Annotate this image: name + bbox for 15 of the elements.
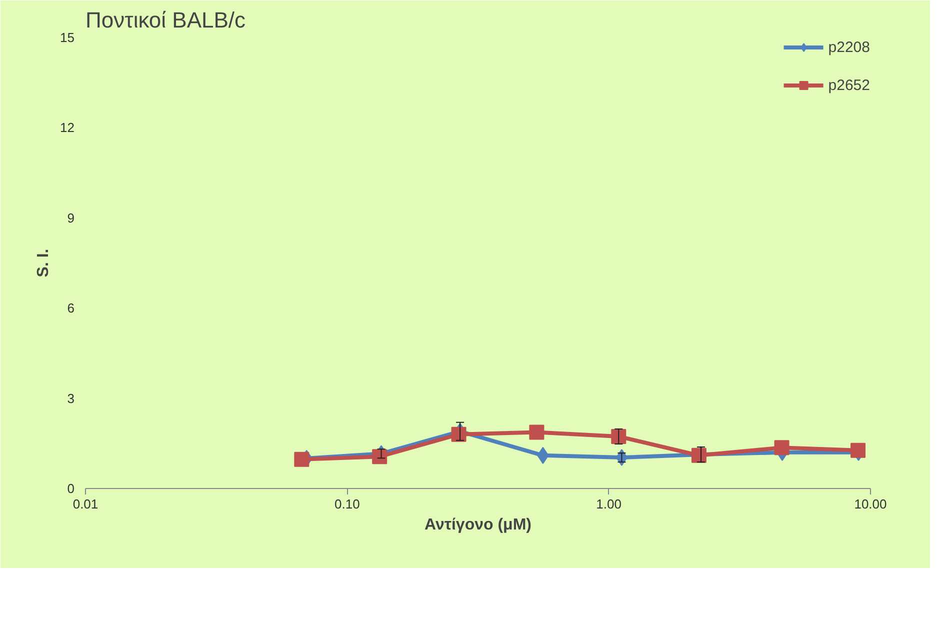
legend-label: p2208 (828, 38, 870, 56)
x-tick-label: 0.10 (334, 496, 360, 512)
chart-title: Ποντικοί BALB/c (86, 8, 246, 32)
x-tick-label: 10.00 (854, 496, 887, 512)
y-tick-label: 9 (67, 210, 75, 226)
x-tick-label: 0.01 (72, 496, 98, 512)
x-tick-label: 1.00 (596, 496, 622, 512)
x-axis-title: Αντίγονο (μM) (424, 516, 532, 534)
y-axis-title: S. I. (35, 248, 52, 278)
legend-label: p2652 (828, 76, 870, 94)
y-tick-label: 0 (67, 481, 75, 496)
y-tick-label: 15 (60, 30, 75, 45)
y-tick-label: 3 (67, 390, 75, 406)
y-tick-label: 6 (67, 300, 75, 316)
y-tick-label: 12 (60, 120, 75, 136)
